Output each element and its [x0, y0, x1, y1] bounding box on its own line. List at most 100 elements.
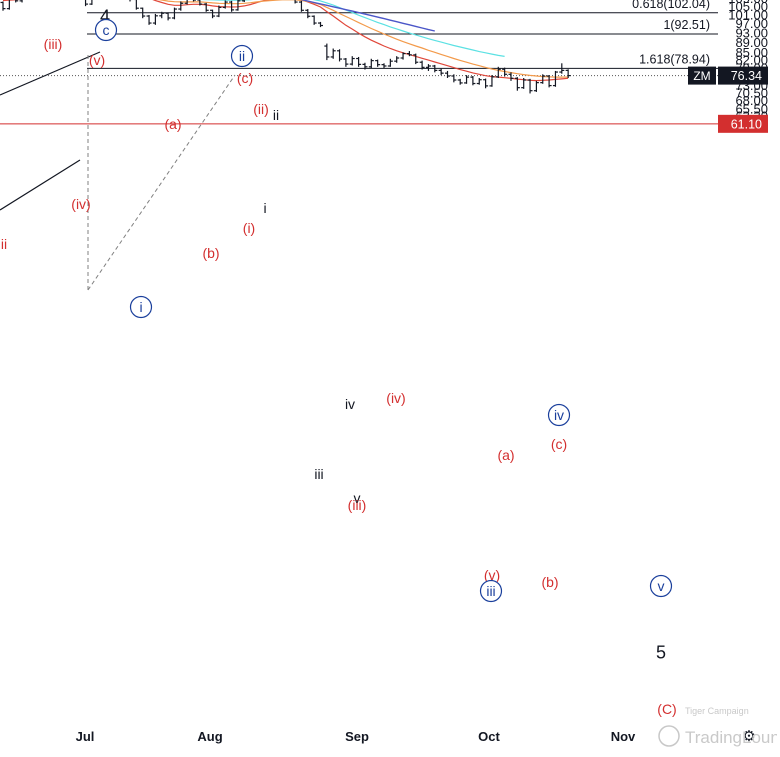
ohlc-bar	[559, 63, 565, 74]
wave-text: (iv)	[386, 390, 405, 406]
wave-label: (b)	[541, 574, 558, 590]
wave-circle	[230, 44, 254, 68]
svg-text:TradingLounge: TradingLounge	[685, 728, 777, 747]
ohlc-bar	[413, 53, 419, 65]
ohlc-bar	[19, 0, 23, 3]
wave-text: (c)	[551, 436, 567, 452]
price-tick-label: 65.50	[735, 101, 768, 116]
wave-text: v	[354, 490, 361, 506]
wave-label: (i)	[243, 220, 255, 236]
price-tick-label: 97.00	[735, 16, 768, 31]
ohlc-bar	[445, 70, 450, 78]
ma-line	[157, 0, 569, 78]
ohlc-bar	[337, 49, 343, 62]
wave-circle	[479, 579, 503, 603]
ohlc-bar	[330, 48, 336, 59]
ohlc-bar	[84, 0, 89, 7]
ohlc-bar	[356, 56, 362, 67]
ohlc-bar	[0, 1, 6, 11]
ohlc-bar	[235, 0, 241, 11]
wave-label: iv	[547, 403, 571, 427]
ohlc-bar	[298, 0, 304, 12]
wave-text: (v)	[484, 567, 500, 583]
moving-averages	[2, 0, 569, 82]
wave-text: (ii)	[253, 101, 269, 117]
ohlc-bar	[527, 78, 533, 94]
ohlc-bar	[521, 77, 527, 89]
tradinglounge-logo: TradingLounge Tiger Campaign	[658, 706, 777, 747]
time-tick-label: Sep	[345, 729, 369, 744]
wave-label: ii	[1, 236, 7, 252]
ohlc-bar	[457, 78, 463, 85]
wave-label: (iv)	[386, 390, 405, 406]
wave-label: iv	[345, 396, 355, 412]
wave-label: (iii)	[348, 497, 367, 513]
wave-label: (c)	[237, 70, 253, 86]
fib-label: 1(92.51)	[663, 18, 710, 32]
ohlc-bar	[222, 0, 228, 9]
wave-label: (iv)	[71, 196, 90, 212]
ohlc-bar	[171, 7, 177, 20]
ohlc-bar	[362, 62, 368, 70]
symbol-badge	[688, 66, 716, 85]
ohlc-bar	[311, 15, 317, 25]
wave-circle	[129, 295, 153, 319]
ohlc-bar	[464, 75, 470, 84]
ohlc-bar	[432, 64, 438, 73]
ohlc-bar	[192, 0, 196, 2]
ohlc-bar	[470, 75, 476, 86]
ohlc-bar	[387, 58, 393, 67]
ma-line	[199, 0, 505, 57]
wave-label: 4	[100, 6, 110, 26]
wave-text: (iii)	[348, 497, 367, 513]
ohlc-bar	[552, 70, 558, 87]
wave-text: ii	[1, 236, 7, 252]
price-tick-label: 73.00	[735, 78, 768, 93]
wave-label: (ii)	[253, 101, 269, 117]
wave-text: 4	[100, 6, 110, 26]
ohlc-bar	[508, 72, 514, 81]
ohlc-bar	[349, 56, 355, 66]
ohlc-bar	[140, 7, 146, 19]
price-axis: 128.00123.00118.00113.00109.00105.00101.…	[688, 0, 768, 133]
wave-text: iii	[314, 466, 323, 482]
last-price-badge	[718, 66, 768, 85]
time-axis: Jul Aug Sep Oct Nov ⚙	[76, 728, 756, 745]
wave-label: v	[354, 490, 361, 506]
price-tick-label: 85.00	[735, 45, 768, 60]
wave-label: (v)	[484, 567, 500, 583]
ohlc-bar	[324, 43, 330, 61]
ohlc-bar	[6, 0, 10, 10]
wave-text: (b)	[541, 574, 558, 590]
wave-text: iv	[554, 407, 564, 423]
trendline-dashed-channel	[87, 74, 236, 291]
ohlc-bar	[197, 0, 203, 6]
ma-line	[299, 0, 435, 32]
wave-label: iii	[479, 579, 503, 603]
ohlc-bar	[406, 51, 412, 57]
ohlc-bar	[203, 2, 209, 12]
price-tick-label: 68.00	[735, 93, 768, 108]
time-tick-label: Oct	[478, 729, 500, 744]
wave-label: ii	[230, 44, 254, 68]
price-tick-label: 82.00	[735, 53, 768, 68]
svg-text:Tiger Campaign: Tiger Campaign	[685, 706, 749, 716]
ohlc-bar	[152, 13, 158, 25]
wave-label: i	[129, 295, 153, 319]
price-tick-label: 101.00	[728, 7, 768, 22]
wave-text: iv	[345, 396, 355, 412]
wave-label: 5	[656, 642, 666, 662]
ohlc-bar	[241, 0, 245, 3]
ohlc-bar	[159, 11, 165, 19]
support-price-label: 61.10	[731, 117, 762, 131]
wave-text: i	[139, 299, 142, 315]
trendline-upper	[0, 51, 101, 96]
wave-text: (a)	[497, 447, 514, 463]
wave-text: 5	[656, 642, 666, 662]
ohlc-bar	[368, 58, 374, 69]
wave-label: (b)	[202, 245, 219, 261]
ohlc-bar	[318, 21, 323, 28]
fib-label: 0.618(102.04)	[632, 0, 710, 11]
